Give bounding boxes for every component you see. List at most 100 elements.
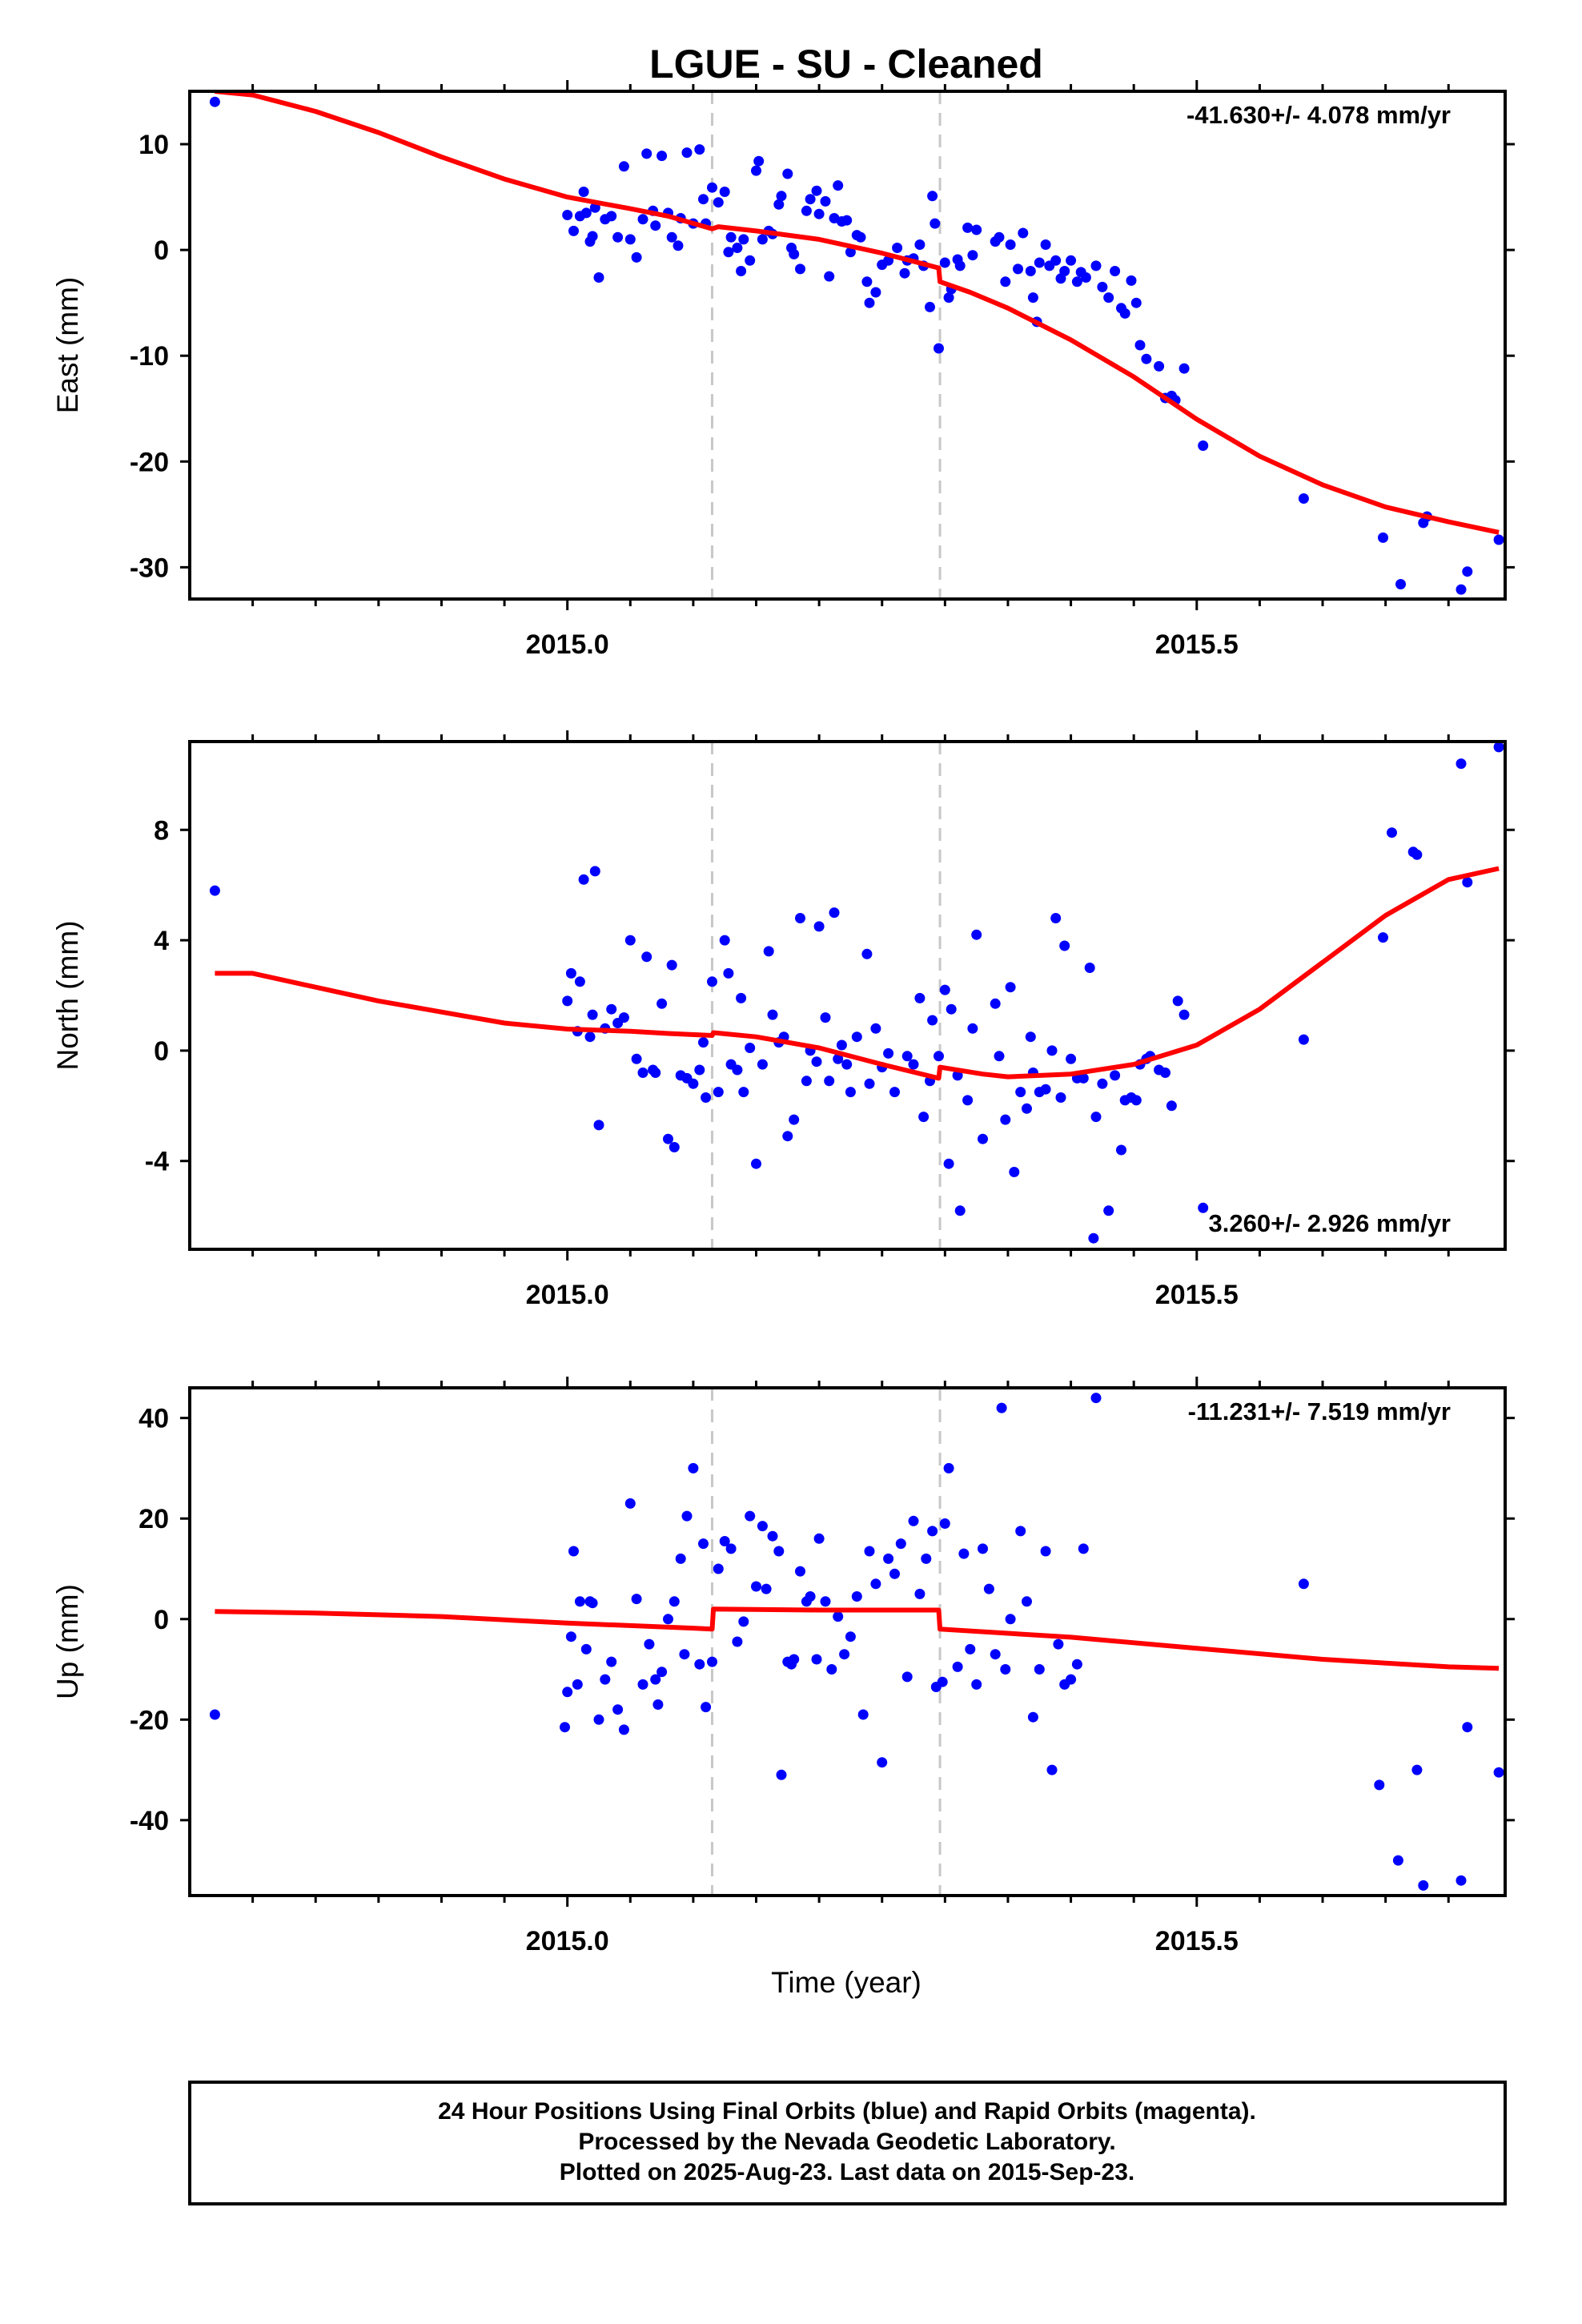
- up-data-point: [1015, 1526, 1026, 1537]
- north-data-point: [1000, 1114, 1011, 1125]
- up-data-point: [1298, 1578, 1309, 1590]
- north-data-point: [562, 995, 573, 1007]
- north-data-point: [845, 1087, 856, 1098]
- north-data-point: [870, 1023, 881, 1034]
- east-data-point: [1198, 440, 1209, 451]
- footer-line-1: 24 Hour Positions Using Final Orbits (bl…: [438, 2098, 1256, 2125]
- north-data-point: [789, 1114, 800, 1125]
- up-data-point: [580, 1643, 592, 1655]
- east-data-point: [927, 191, 938, 202]
- up-data-point: [624, 1498, 636, 1509]
- east-data-point: [666, 231, 677, 243]
- east-data-point: [1154, 360, 1165, 372]
- north-data-point: [824, 1076, 835, 1087]
- up-y-tick-label: -40: [130, 1806, 169, 1836]
- up-data-point: [952, 1661, 963, 1672]
- up-data-point: [889, 1568, 900, 1579]
- east-data-point: [1126, 275, 1137, 286]
- north-data-point: [1103, 1205, 1114, 1216]
- north-x-tick-label: 2015.0: [526, 1280, 609, 1310]
- north-data-point: [650, 1068, 661, 1078]
- north-data-point: [883, 1047, 894, 1059]
- up-y-tick-label: -20: [130, 1705, 169, 1735]
- east-data-point: [1090, 260, 1102, 271]
- up-data-point: [776, 1769, 787, 1780]
- north-data-point: [1116, 1144, 1126, 1156]
- north-data-point: [1050, 913, 1062, 923]
- north-data-point: [1411, 849, 1423, 860]
- up-data-point: [1411, 1764, 1423, 1775]
- up-data-point: [901, 1671, 913, 1683]
- north-y-tick-label: 8: [154, 815, 169, 846]
- north-data-point: [707, 976, 717, 987]
- up-data-point: [845, 1631, 856, 1642]
- north-data-point: [946, 1003, 957, 1015]
- east-plot-frame: [188, 90, 1507, 601]
- up-data-point: [719, 1536, 730, 1546]
- up-data-point: [761, 1583, 772, 1594]
- up-data-point: [757, 1521, 768, 1532]
- up-data-point: [652, 1699, 664, 1710]
- east-data-point: [967, 250, 978, 261]
- east-data-point: [954, 260, 966, 271]
- east-data-point: [568, 225, 579, 236]
- east-data-point: [841, 215, 853, 226]
- east-data-point: [713, 197, 724, 208]
- up-data-point: [767, 1530, 778, 1542]
- east-data-point: [681, 147, 693, 159]
- up-data-point: [895, 1538, 906, 1550]
- north-data-point: [954, 1205, 966, 1216]
- north-data-point: [1178, 1009, 1190, 1020]
- up-data-point: [805, 1591, 816, 1602]
- north-data-point: [589, 866, 600, 877]
- footer-line-3: Plotted on 2025-Aug-23. Last data on 201…: [560, 2159, 1135, 2185]
- north-rate-label: 3.260+/- 2.926 mm/yr: [1209, 1209, 1451, 1237]
- east-data-point: [939, 257, 950, 268]
- east-y-tick-label: 10: [139, 130, 169, 160]
- east-panel: 10 0 -10 -20 -30 2015.0 2015.5 East (mm) -41.630…: [51, 80, 1515, 660]
- up-data-point: [1040, 1546, 1051, 1557]
- north-data-point: [914, 992, 926, 1003]
- up-data-point: [574, 1596, 585, 1607]
- up-data-point: [1456, 1875, 1467, 1886]
- east-data-point: [962, 222, 974, 233]
- north-data-point: [631, 1053, 642, 1064]
- north-data-point: [908, 1059, 919, 1070]
- east-data-point: [1110, 266, 1121, 276]
- up-data-point: [1078, 1543, 1089, 1554]
- up-data-point: [707, 1656, 717, 1667]
- north-data-point: [1462, 877, 1473, 888]
- north-data-point: [751, 1158, 761, 1169]
- east-data-point: [899, 267, 910, 279]
- up-data-point: [958, 1548, 970, 1559]
- north-data-point: [719, 935, 730, 946]
- east-data-point: [641, 148, 652, 159]
- north-data-point: [723, 967, 734, 979]
- north-data-point: [918, 1112, 930, 1123]
- up-data-point: [637, 1679, 648, 1690]
- east-data-point: [751, 165, 761, 176]
- east-data-point: [870, 287, 881, 298]
- north-data-point: [939, 984, 950, 995]
- north-data-point: [763, 946, 774, 957]
- east-data-point: [656, 151, 668, 162]
- up-data-point: [937, 1676, 948, 1687]
- up-data-point: [606, 1656, 617, 1667]
- up-data-point: [877, 1757, 888, 1768]
- east-data-point: [925, 301, 935, 312]
- east-data-point: [757, 234, 768, 245]
- up-data-point: [568, 1546, 579, 1557]
- up-data-point: [745, 1510, 756, 1522]
- east-data-point: [580, 207, 592, 219]
- up-data-point: [1053, 1638, 1064, 1650]
- up-data-point: [990, 1649, 1001, 1660]
- east-points: [209, 96, 1504, 595]
- east-data-point: [864, 297, 875, 308]
- north-data-point: [829, 907, 840, 919]
- east-data-point: [673, 240, 684, 251]
- north-data-point: [1166, 1100, 1177, 1112]
- up-data-point: [663, 1614, 673, 1625]
- north-y-axis-label: North (mm): [51, 920, 84, 1070]
- east-data-point: [824, 271, 835, 282]
- east-data-point: [1027, 292, 1038, 304]
